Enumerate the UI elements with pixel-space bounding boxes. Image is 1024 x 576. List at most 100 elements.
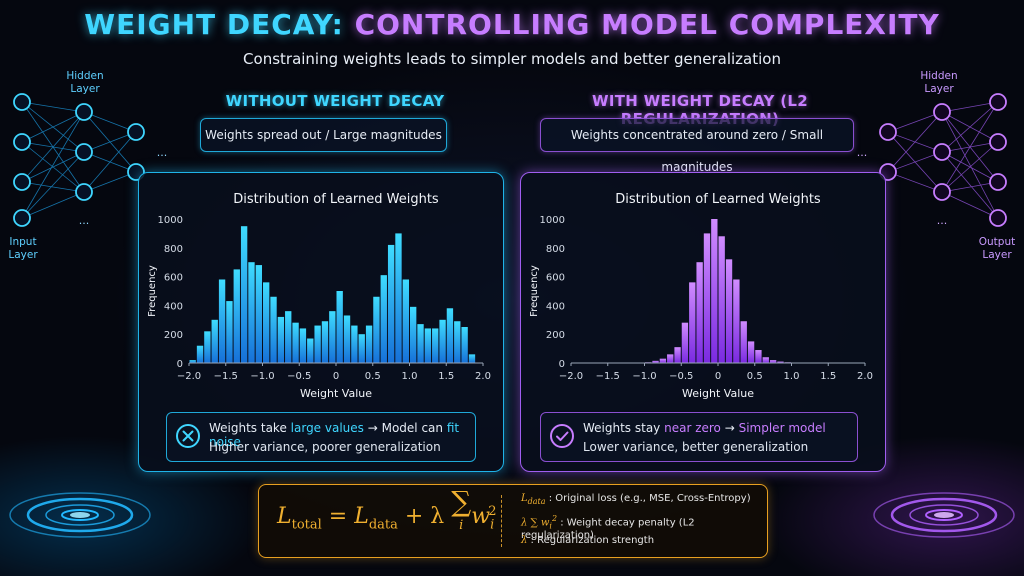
x-circle-icon [176,424,200,448]
right-bar [659,358,667,363]
right-note-line-2: Lower variance, better generalization [583,440,809,454]
right-bar [777,361,784,363]
right-hidden-layer-label: Hidden Layer [920,70,958,95]
right-histogram-chart: Distribution of Learned Weights 0 200 400 60… [529,192,873,400]
right-x-tick-label: 0.5 [747,371,763,382]
left-bar [285,311,292,363]
right-x-tick-label: 0 [715,371,721,382]
right-x-tick-label: 2.0 [857,371,873,382]
left-hidden-layer-label: Hidden Layer [66,70,104,95]
left-glow-platform [9,492,151,538]
formula-box: Ltotal = Ldata + λ ∑ i wi2 Ldata : Origina… [258,484,768,558]
left-neural-network: ... ... [13,93,168,227]
right-bar [696,262,703,363]
left-bar [189,360,196,363]
left-bar [226,301,233,363]
left-x-tick-label: −1.0 [250,371,274,382]
left-note-box: Weights take large values → Model can fi… [166,412,476,462]
legend-data-loss: Ldata : Original loss (e.g., MSE, Cross-… [521,493,751,506]
left-bar [461,327,468,363]
left-bar [211,319,218,363]
left-bar [248,262,255,363]
right-y-tick-label: 600 [546,273,565,284]
left-bar [270,296,277,363]
right-network-nodes [879,93,1007,227]
left-bar [358,334,365,363]
right-x-tick-label: −0.5 [669,371,693,382]
left-x-tick-label: −0.5 [287,371,311,382]
left-bar [432,328,439,363]
left-bar [424,328,432,363]
left-histogram-chart: Distribution of Learned Weights 0 200 400 60… [147,192,491,400]
right-bar [755,350,762,363]
left-y-tick-label: 0 [177,359,183,370]
left-bar [395,233,402,363]
left-y-tick-label: 600 [164,273,183,284]
loss-formula: Ltotal = Ldata + λ ∑ i wi2 [277,485,497,534]
right-x-tick-label: 1.5 [820,371,836,382]
right-y-tick-label: 800 [546,244,565,255]
right-note-line-1: Weights stay near zero → Simpler model [583,421,826,435]
right-network-ellipsis-2: ... [937,214,948,227]
left-bar [196,345,204,363]
left-description-pill: Weights spread out / Large magnitudes [200,118,447,152]
right-bar [733,279,740,363]
check-circle-icon [550,424,574,448]
left-bar [299,328,307,363]
left-bar [292,322,299,363]
right-bar [740,321,747,363]
right-chart-title: Distribution of Learned Weights [615,192,821,207]
right-bar [769,360,777,363]
right-bar [667,354,674,363]
left-bar [439,319,446,363]
right-neural-network: ... ... [857,93,1007,227]
left-network-ellipsis-1: ... [157,146,168,159]
right-bar [674,347,681,363]
left-note-line-1: Weights take large values → Model can fi… [209,421,460,449]
left-bar [233,269,240,363]
legend-lambda: λ : Regularization strength [521,535,655,546]
right-bar [747,341,755,363]
left-bar [240,226,248,363]
left-x-tick-label: 1.0 [402,371,418,382]
left-bar [454,321,461,363]
left-bar [351,325,358,363]
left-x-tick-label: −1.5 [214,371,238,382]
left-bar [410,306,417,363]
right-x-tick-label: −2.0 [559,371,583,382]
left-bar [343,315,351,363]
left-y-tick-label: 400 [164,301,183,312]
right-bar [703,233,711,363]
left-bar [263,282,270,363]
left-bar [218,279,226,363]
left-network-ellipsis-2: ... [79,214,90,227]
right-network-ellipsis-1: ... [857,146,868,159]
right-note-box: Weights stay near zero → Simpler model L… [540,412,858,462]
output-layer-label: Output Layer [978,236,1016,261]
right-y-tick-label: 200 [546,330,565,341]
right-bar [689,282,696,363]
left-bar [387,244,395,363]
right-y-tick-label: 1000 [540,215,565,226]
formula-divider [501,495,502,547]
left-bar [255,265,262,363]
left-bar [277,316,285,363]
left-note-line-2: Higher variance, poorer generalization [209,440,441,454]
left-network-connections [21,101,137,219]
page-subtitle: Constraining weights leads to simpler mo… [243,50,781,68]
legend-penalty: λ ∑ wi2 : Weight decay penalty (L2 regul… [521,514,695,542]
right-glow-platform [873,492,1015,538]
left-bar [204,331,211,363]
right-y-tick-label: 400 [546,301,565,312]
right-bar [762,357,769,363]
left-y-tick-label: 1000 [158,215,183,226]
left-bar [307,338,314,363]
left-bar [336,291,343,363]
left-y-axis-label: Frequency [147,265,158,317]
left-bar [373,296,380,363]
right-y-tick-label: 0 [559,359,565,370]
right-bar [725,259,733,363]
right-x-tick-label: 1.0 [784,371,800,382]
page-title: WEIGHT DECAY: CONTROLLING MODEL COMPLEXI… [84,8,940,41]
left-x-tick-label: 0.5 [365,371,381,382]
